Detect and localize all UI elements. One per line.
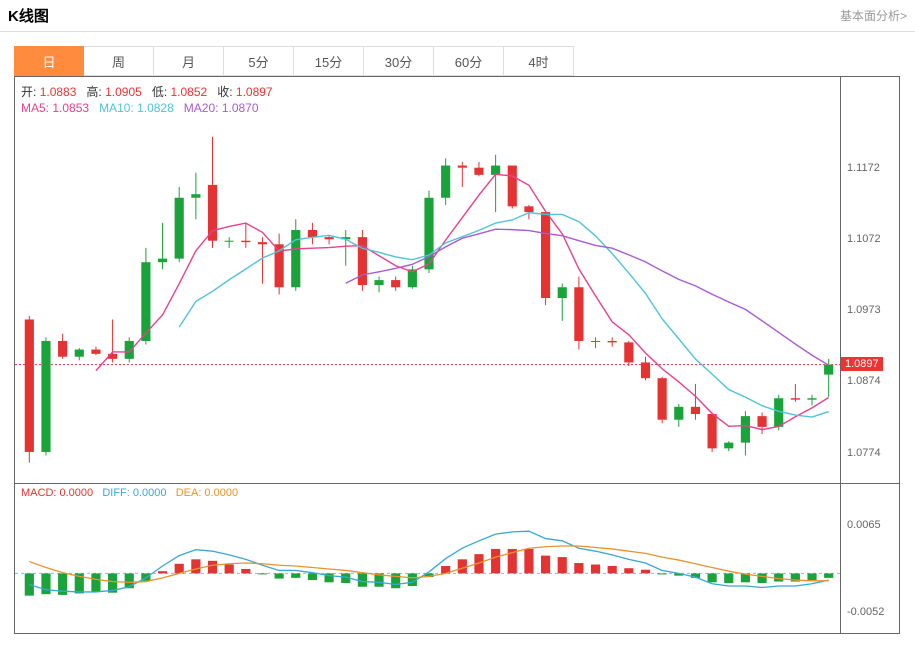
- fundamental-link[interactable]: 基本面分析>: [840, 7, 907, 24]
- macd-chart[interactable]: MACD: 0.0000 DIFF: 0.0000 DEA: 0.0000: [15, 483, 841, 633]
- ma-readout: MA5: 1.0853 MA10: 1.0828 MA20: 1.0870: [21, 101, 259, 115]
- timeframe-tab[interactable]: 日: [14, 46, 84, 76]
- last-price-flag: 1.0897: [841, 357, 883, 371]
- macd-axis: 0.0065-0.0052: [841, 483, 899, 633]
- price-axis: 1.11721.10721.09731.08741.0774: [841, 77, 899, 483]
- timeframe-tab[interactable]: 60分: [434, 46, 504, 76]
- timeframe-tabs: 日周月5分15分30分60分4时: [14, 46, 915, 76]
- timeframe-tab[interactable]: 5分: [224, 46, 294, 76]
- timeframe-tab[interactable]: 周: [84, 46, 154, 76]
- timeframe-tab[interactable]: 4时: [504, 46, 574, 76]
- candlestick-chart[interactable]: 开: 1.0883 高: 1.0905 低: 1.0852 收: 1.0897 …: [15, 77, 841, 483]
- chart-title: K线图: [8, 5, 49, 26]
- chart-frame: 开: 1.0883 高: 1.0905 低: 1.0852 收: 1.0897 …: [14, 76, 900, 634]
- timeframe-tab[interactable]: 15分: [294, 46, 364, 76]
- timeframe-tab[interactable]: 月: [154, 46, 224, 76]
- timeframe-tab[interactable]: 30分: [364, 46, 434, 76]
- macd-readout: MACD: 0.0000 DIFF: 0.0000 DEA: 0.0000: [21, 487, 238, 499]
- ohlc-readout: 开: 1.0883 高: 1.0905 低: 1.0852 收: 1.0897: [21, 83, 273, 100]
